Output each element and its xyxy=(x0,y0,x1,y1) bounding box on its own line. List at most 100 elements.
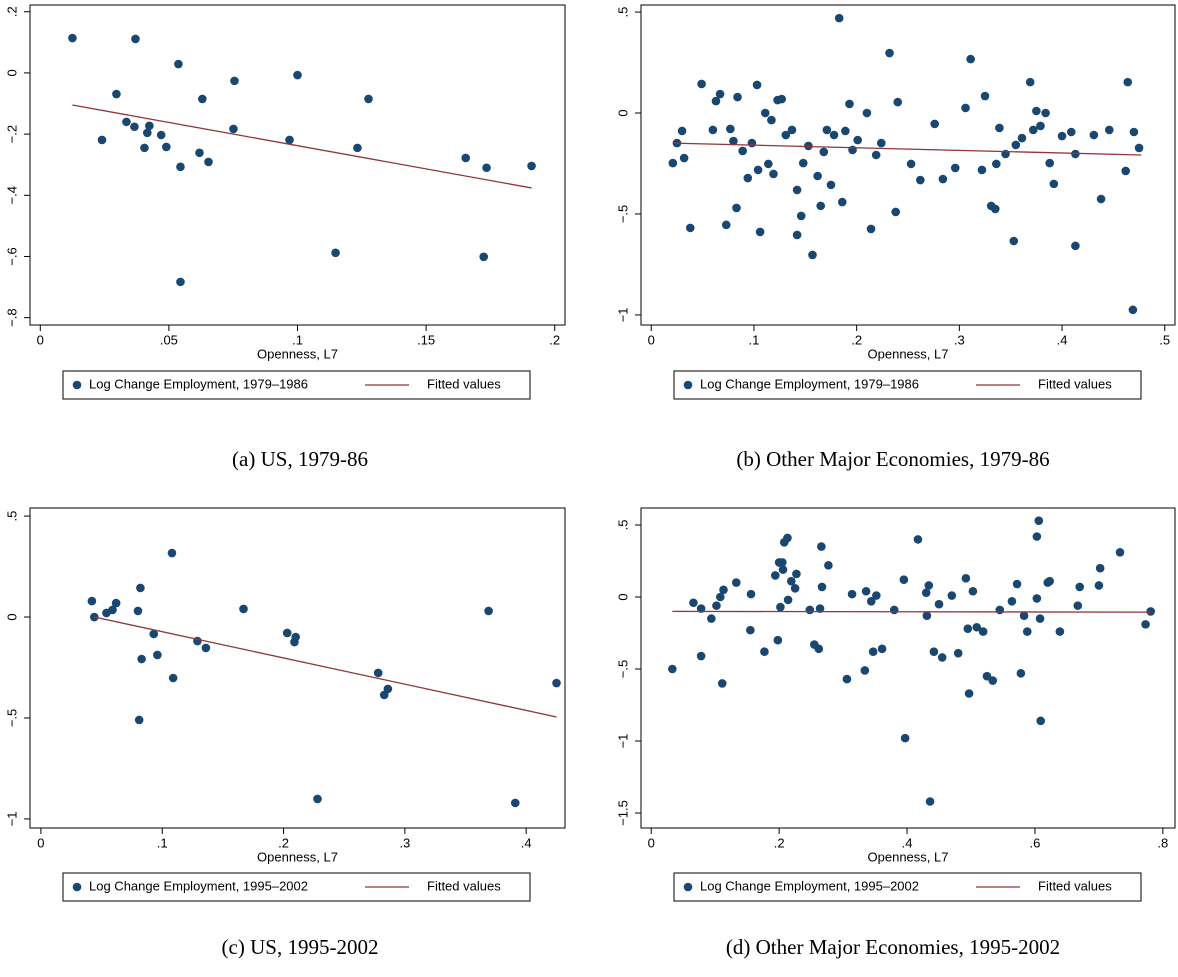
point xyxy=(373,668,383,678)
x-tick-label: .4 xyxy=(1057,332,1068,347)
point xyxy=(746,625,755,635)
point xyxy=(792,230,802,240)
point xyxy=(282,628,292,638)
point xyxy=(331,248,340,258)
point xyxy=(906,159,916,169)
point xyxy=(461,153,471,163)
point xyxy=(778,558,787,567)
point xyxy=(808,250,817,260)
point xyxy=(817,542,826,551)
x-tick-label: .05 xyxy=(160,332,178,347)
point xyxy=(130,122,139,132)
x-tick-label: .2 xyxy=(774,835,785,850)
point xyxy=(1028,125,1038,135)
point xyxy=(814,644,824,654)
point xyxy=(781,130,791,140)
plot-frame xyxy=(640,4,1176,326)
point xyxy=(862,108,872,118)
point xyxy=(719,585,728,595)
point xyxy=(383,684,393,694)
point xyxy=(937,653,947,662)
x-tick-label: .3 xyxy=(399,835,410,850)
point xyxy=(1121,166,1131,176)
point xyxy=(1034,516,1044,525)
point xyxy=(717,679,727,688)
point xyxy=(111,598,121,608)
point xyxy=(899,575,909,585)
point xyxy=(285,135,294,145)
point xyxy=(108,605,117,615)
point xyxy=(877,138,886,148)
point xyxy=(1134,143,1144,153)
point xyxy=(961,103,970,113)
point xyxy=(677,126,687,136)
point xyxy=(1123,77,1133,87)
point xyxy=(1096,194,1106,204)
point xyxy=(963,624,973,633)
point xyxy=(697,79,706,89)
point xyxy=(696,604,706,613)
point xyxy=(885,48,894,58)
point xyxy=(133,606,143,616)
point xyxy=(685,223,695,233)
x-tick-label: .2 xyxy=(278,835,289,850)
point xyxy=(140,143,149,153)
x-tick-label: .3 xyxy=(954,332,965,347)
x-tick-label: .4 xyxy=(521,835,532,850)
point xyxy=(552,678,561,688)
plot-frame xyxy=(29,507,566,829)
point xyxy=(729,136,738,146)
point xyxy=(822,125,832,135)
point xyxy=(891,207,900,217)
x-tick-label: 0 xyxy=(37,332,44,347)
point xyxy=(1055,627,1065,636)
point xyxy=(1095,563,1105,573)
point xyxy=(137,654,146,664)
point xyxy=(731,578,741,587)
point xyxy=(813,171,822,181)
x-tick-label: .2 xyxy=(851,332,862,347)
x-tick-label: .2 xyxy=(549,332,560,347)
legend-label: Log Change Employment, 1979–1986 xyxy=(700,376,919,391)
point xyxy=(769,169,778,179)
point xyxy=(293,70,302,80)
y-tick-label: −.8 xyxy=(4,308,19,326)
y-tick-label: −.5 xyxy=(615,205,630,223)
x-axis-label: Openness, L7 xyxy=(257,346,338,361)
point xyxy=(204,157,213,167)
point xyxy=(1009,236,1019,246)
point xyxy=(826,180,836,190)
point xyxy=(913,535,923,544)
legend-box xyxy=(673,370,1142,400)
point xyxy=(824,561,833,570)
fit-line xyxy=(72,104,532,189)
point xyxy=(966,54,975,64)
point xyxy=(792,569,801,579)
y-tick-label: −1.5 xyxy=(615,800,630,826)
point xyxy=(1049,179,1059,189)
x-tick-label: .15 xyxy=(417,332,435,347)
point xyxy=(136,583,145,593)
point xyxy=(239,604,248,614)
y-tick-label: .2 xyxy=(4,6,19,17)
x-tick-label: .5 xyxy=(1159,332,1170,347)
point xyxy=(484,606,493,616)
point xyxy=(817,582,827,592)
point xyxy=(1019,611,1029,621)
x-axis-label: Openness, L7 xyxy=(868,346,949,361)
point xyxy=(1057,131,1067,141)
point xyxy=(760,108,770,118)
legend-marker xyxy=(683,380,693,390)
point xyxy=(145,121,154,131)
legend-box xyxy=(62,872,531,902)
point xyxy=(198,94,207,104)
point xyxy=(787,125,797,135)
caption: (c) US, 1995-2002 xyxy=(222,935,379,959)
y-tick-label: −.5 xyxy=(615,660,630,678)
point xyxy=(1141,620,1150,629)
point xyxy=(752,80,762,90)
point xyxy=(773,635,783,645)
x-tick-label: 0 xyxy=(37,835,44,850)
point xyxy=(776,602,785,612)
